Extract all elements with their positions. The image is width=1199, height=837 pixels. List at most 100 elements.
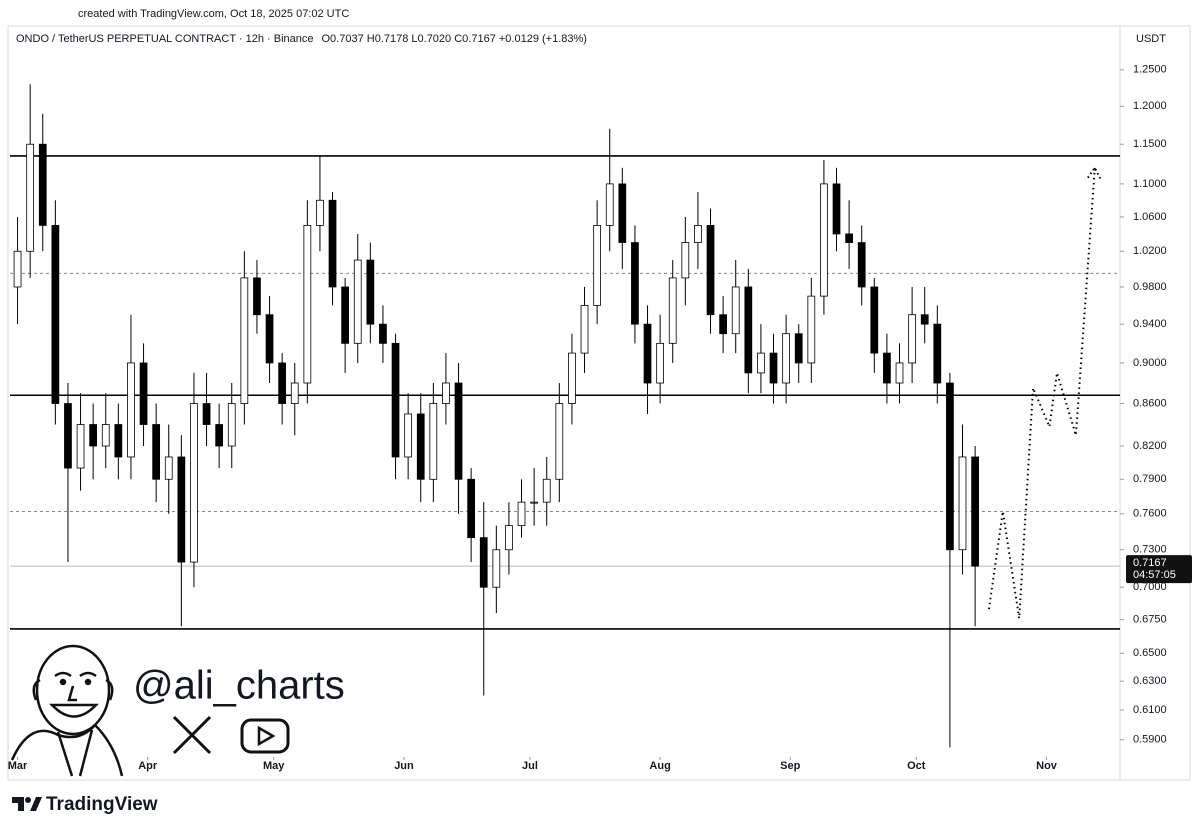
candle-body bbox=[190, 403, 198, 563]
candle-body bbox=[492, 549, 501, 588]
chart-title: ONDO / TetherUS PERPETUAL CONTRACT · 12h… bbox=[16, 33, 314, 45]
candle-body bbox=[290, 382, 299, 404]
candle-body bbox=[114, 424, 123, 458]
candle-body bbox=[668, 277, 677, 344]
candle-body bbox=[593, 225, 601, 306]
x-icon bbox=[172, 715, 212, 755]
frame bbox=[7, 25, 1191, 781]
candle-body bbox=[202, 403, 211, 425]
candle-body bbox=[517, 501, 526, 527]
candle-body bbox=[605, 183, 614, 226]
candle-body bbox=[13, 250, 22, 288]
candle-body bbox=[555, 403, 564, 480]
x-tick-label: Jul bbox=[522, 760, 538, 772]
candle-body bbox=[946, 382, 954, 551]
candle-body bbox=[769, 352, 778, 384]
x-tick-label: Apr bbox=[138, 760, 158, 772]
candle-body bbox=[177, 456, 186, 563]
candle-body bbox=[505, 525, 513, 551]
y-tick-label: 1.1500 bbox=[1133, 138, 1167, 150]
countdown: 04:57:05 bbox=[1133, 569, 1176, 581]
y-tick-label: 0.9400 bbox=[1133, 318, 1167, 330]
candle-body bbox=[731, 286, 740, 335]
candle-body bbox=[38, 143, 47, 226]
ohlc-legend: O0.7037 H0.7178 L0.7020 C0.7167 +0.0129 … bbox=[322, 33, 587, 45]
y-tick-label: 1.0600 bbox=[1133, 211, 1167, 223]
candle-body bbox=[26, 143, 35, 252]
candle-body bbox=[895, 362, 904, 384]
candle-body bbox=[215, 424, 224, 447]
candle-body bbox=[164, 456, 173, 480]
tv-logo bbox=[12, 797, 42, 811]
candle-body bbox=[240, 277, 249, 404]
candle-body bbox=[454, 382, 463, 480]
y-tick-label: 0.8200 bbox=[1133, 440, 1167, 452]
candle-body bbox=[416, 413, 425, 480]
candle-body bbox=[958, 456, 967, 551]
candle-body bbox=[820, 183, 828, 297]
candle-body bbox=[807, 295, 816, 364]
candle-body bbox=[101, 424, 110, 447]
candle-body bbox=[542, 478, 551, 503]
x-tick-label: Oct bbox=[907, 760, 926, 772]
youtube-icon bbox=[240, 718, 290, 754]
last-price-label: 0.7167 bbox=[1133, 557, 1167, 569]
y-tick-label: 1.0200 bbox=[1133, 245, 1167, 257]
candle-body bbox=[757, 352, 765, 374]
candle-body bbox=[127, 362, 135, 458]
candle-body bbox=[253, 277, 261, 316]
candle-body bbox=[391, 342, 400, 458]
candle-body bbox=[316, 199, 324, 226]
y-tick-label: 0.7600 bbox=[1133, 508, 1167, 520]
candle-body bbox=[227, 403, 236, 447]
candle-body bbox=[442, 382, 450, 404]
y-tick-label: 0.9000 bbox=[1133, 357, 1167, 369]
candle-body bbox=[89, 424, 98, 447]
y-tick-label: 1.2000 bbox=[1133, 100, 1167, 112]
candle-body bbox=[530, 501, 538, 504]
candle-body bbox=[971, 456, 979, 567]
candle-body bbox=[857, 242, 866, 288]
candle-body bbox=[933, 323, 942, 384]
candle-body bbox=[51, 225, 60, 404]
candle-body bbox=[782, 333, 790, 384]
candle-body bbox=[744, 286, 753, 374]
y-tick-label: 1.1000 bbox=[1133, 178, 1167, 190]
y-tick-label: 0.7300 bbox=[1133, 544, 1167, 556]
watermark-handle: @ali_charts bbox=[133, 664, 345, 708]
candle-body bbox=[568, 352, 576, 404]
candle-body bbox=[64, 403, 72, 469]
x-tick-label: Sep bbox=[780, 760, 800, 772]
candle-body bbox=[883, 352, 891, 384]
y-tick-label: 0.6100 bbox=[1133, 704, 1167, 716]
candle-body bbox=[643, 323, 652, 384]
y-tick-label: 0.8600 bbox=[1133, 397, 1167, 409]
candle-body bbox=[379, 323, 387, 344]
candle-body bbox=[694, 225, 702, 243]
x-tick-label: Jun bbox=[394, 760, 414, 772]
candle-body bbox=[278, 362, 287, 404]
candle-body bbox=[706, 225, 715, 316]
x-tick-label: May bbox=[263, 760, 285, 772]
candle-body bbox=[303, 225, 312, 384]
candle-body bbox=[265, 314, 274, 364]
x-tick-label: Aug bbox=[649, 760, 670, 772]
candle-body bbox=[76, 424, 85, 469]
candle-body bbox=[656, 342, 664, 384]
y-tick-label: 0.7900 bbox=[1133, 473, 1167, 485]
y-tick-label: 0.6500 bbox=[1133, 647, 1167, 659]
avatar bbox=[10, 644, 124, 777]
candle-body bbox=[618, 183, 627, 243]
candle-body bbox=[908, 314, 916, 364]
candle-body bbox=[631, 242, 639, 325]
x-tick-label: Nov bbox=[1036, 760, 1058, 772]
candle-body bbox=[681, 242, 690, 279]
candle-body bbox=[429, 403, 438, 480]
candle-body bbox=[353, 259, 362, 344]
candle-body bbox=[845, 233, 853, 243]
y-tick-label: 0.5900 bbox=[1133, 734, 1167, 746]
y-tick-label: 0.7000 bbox=[1133, 581, 1167, 593]
y-tick-label: 0.6300 bbox=[1133, 675, 1167, 687]
